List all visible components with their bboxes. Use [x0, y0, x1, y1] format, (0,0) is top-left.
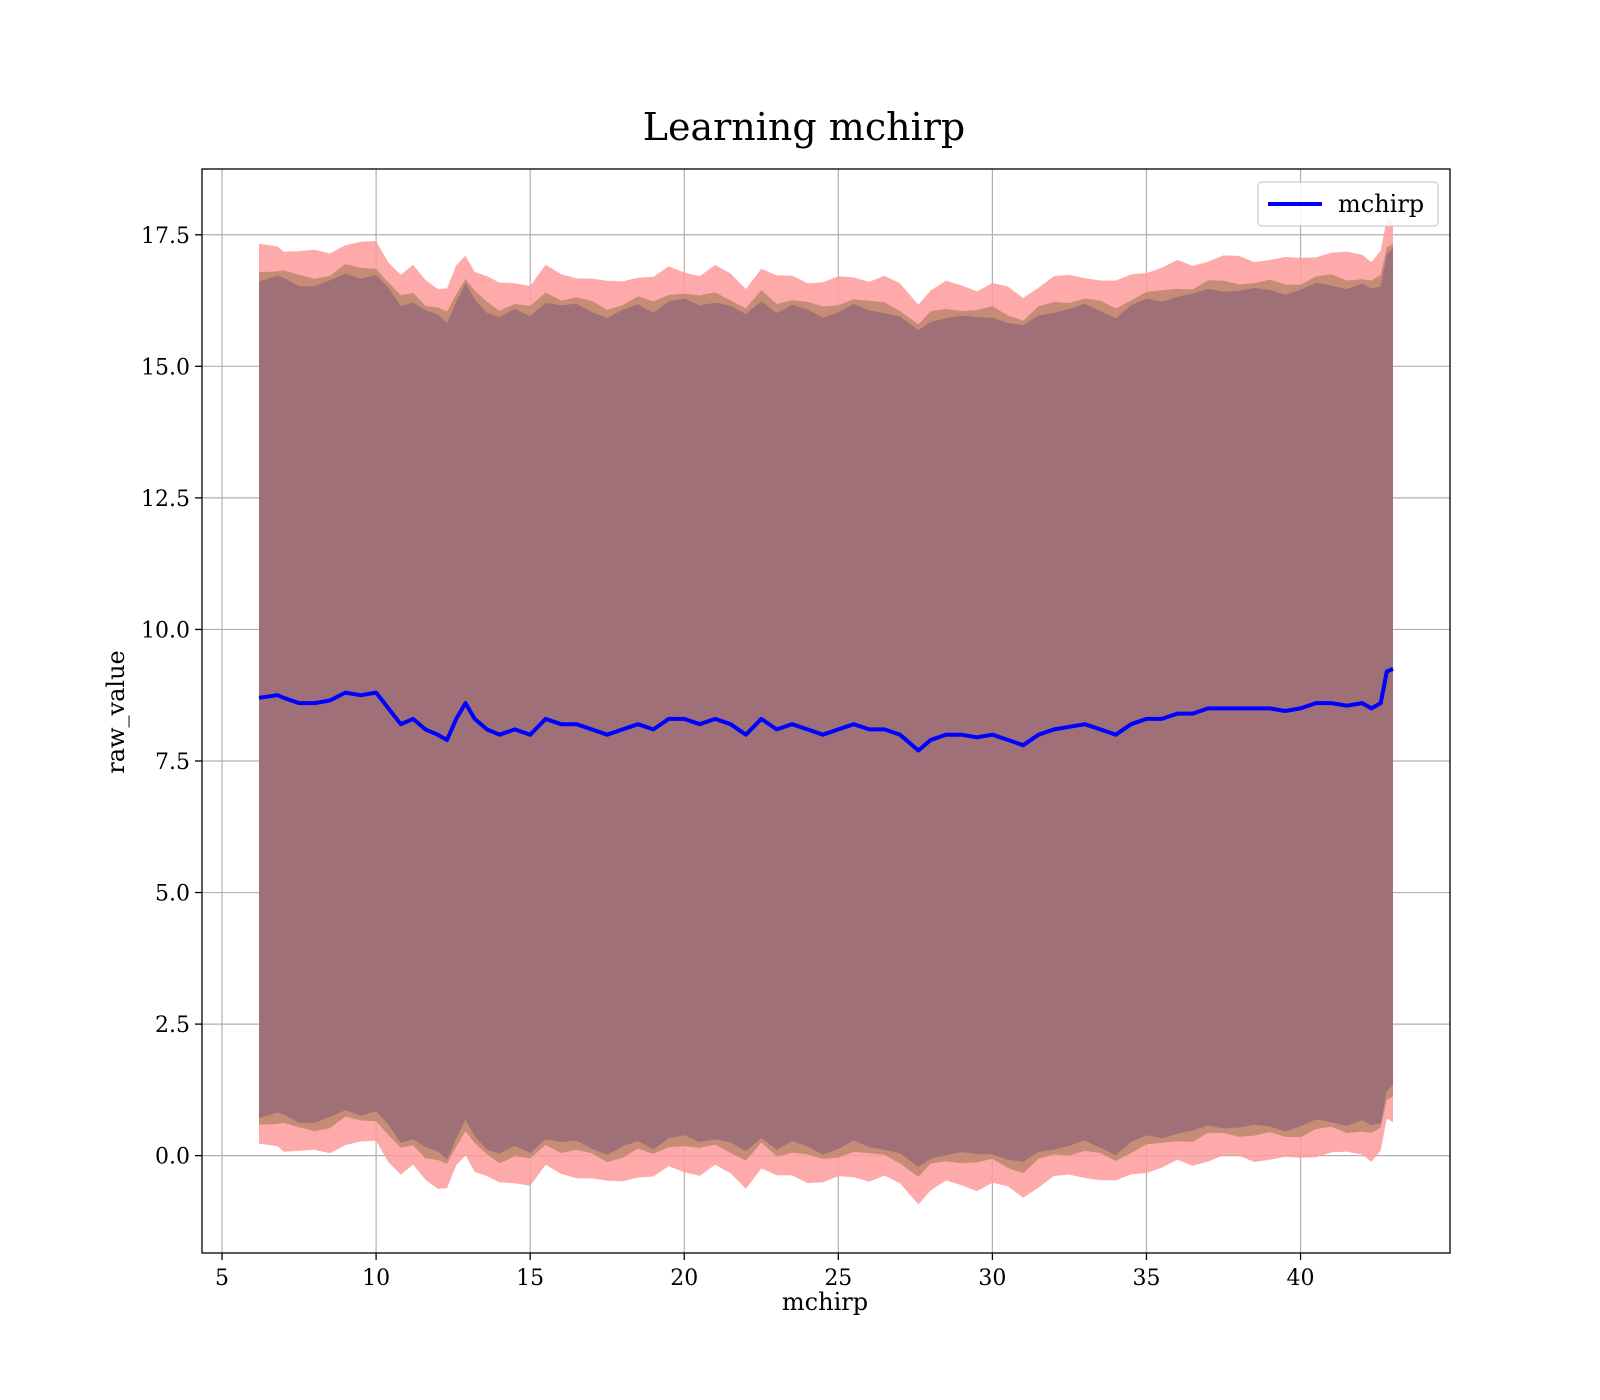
band-inner: [259, 248, 1393, 1167]
x-tick-label: 5: [215, 1266, 229, 1291]
y-tick-label: 12.5: [141, 487, 190, 512]
y-tick-label: 10.0: [141, 618, 190, 643]
x-tick-label: 20: [670, 1266, 698, 1291]
series-line-mchirp: [258, 667, 1394, 753]
y-tick-label: 5.0: [155, 882, 190, 907]
x-axis-label: mchirp: [782, 1288, 868, 1316]
y-axis-label: raw_value: [102, 650, 130, 774]
legend-box: [1257, 181, 1439, 227]
chart-title: Learning mchirp: [643, 105, 965, 149]
x-tick-label: 40: [1287, 1266, 1315, 1291]
x-tick-label: 25: [824, 1266, 852, 1291]
y-tick-label: 2.5: [155, 1013, 190, 1038]
axes-frame: [201, 168, 1451, 1254]
y-tick-label: 17.5: [141, 224, 190, 249]
legend: mchirp: [1257, 181, 1439, 227]
x-tick-label: 30: [978, 1266, 1006, 1291]
x-tick-label: 15: [516, 1266, 544, 1291]
y-tick-label: 7.5: [155, 750, 190, 775]
y-tick-label: 15.0: [141, 355, 190, 380]
x-tick-label: 10: [362, 1266, 390, 1291]
y-tick-label: 0.0: [155, 1145, 190, 1170]
legend-label-mchirp: mchirp: [1338, 190, 1424, 218]
x-tick-label: 35: [1132, 1266, 1160, 1291]
plot-area: 5 10 15 20 25 30 35 40 0.0 2.5 5.0 7.5 10.0 12.5 15.0 1…: [141, 168, 1451, 1291]
